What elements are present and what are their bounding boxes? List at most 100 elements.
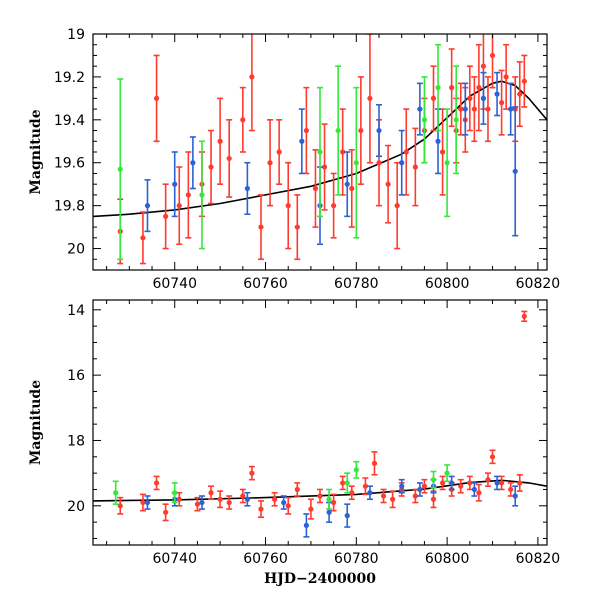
marker (258, 506, 264, 512)
data-point (171, 151, 178, 218)
data-point (294, 482, 301, 497)
marker (430, 95, 437, 101)
data-point (198, 495, 205, 510)
marker (113, 490, 119, 496)
data-point (239, 86, 246, 153)
bottom-panel: 60740 60760 60780 60800 60820 14 16 18 20 Magnit… (28, 299, 560, 587)
marker (144, 499, 151, 506)
data-point (503, 43, 510, 110)
marker (308, 506, 314, 512)
marker (176, 496, 182, 502)
marker (444, 470, 450, 476)
marker (489, 454, 496, 460)
data-point (139, 493, 146, 512)
marker (462, 106, 468, 112)
marker (471, 486, 477, 493)
marker (458, 106, 464, 112)
data-point (326, 488, 333, 510)
marker (326, 496, 332, 502)
marker (353, 160, 359, 166)
marker (226, 499, 232, 506)
data-point (516, 61, 523, 128)
bottom-panel-frame (92, 299, 548, 546)
marker (321, 164, 328, 170)
series-0 (117, 310, 528, 522)
data-point (394, 161, 401, 250)
marker (517, 480, 523, 486)
marker (385, 181, 391, 187)
data-point (176, 166, 183, 246)
marker (489, 52, 496, 59)
data-point (376, 104, 383, 158)
data-point (403, 108, 410, 196)
data-point (344, 472, 351, 494)
marker (294, 486, 300, 493)
marker (217, 138, 223, 144)
data-point (162, 503, 169, 522)
data-point (430, 490, 437, 509)
marker (172, 490, 178, 496)
data-point (444, 108, 451, 218)
data-point (371, 451, 378, 476)
data-point (435, 43, 442, 132)
marker (421, 483, 428, 489)
data-point (280, 495, 287, 510)
data-point (457, 478, 464, 494)
x-tick-label: 60820 (516, 276, 561, 292)
data-point (217, 490, 224, 509)
data-point (285, 161, 292, 250)
data-point (153, 475, 160, 491)
marker (439, 149, 446, 155)
marker (485, 106, 491, 112)
y-tick-label: 19.8 (54, 199, 85, 215)
top-panel: 60740 60760 60780 60800 60820 19 19.2 19.4 19.6 1… (28, 27, 560, 292)
data-point (416, 482, 423, 497)
bottom-panel-xlabel: HJD−2400000 (264, 571, 376, 587)
data-point (448, 48, 455, 128)
marker (367, 490, 373, 496)
data-point (117, 496, 124, 515)
data-point (507, 82, 514, 136)
marker (172, 181, 178, 187)
data-point (153, 54, 160, 143)
marker (521, 78, 527, 84)
marker (508, 486, 514, 493)
data-point (366, 34, 373, 164)
marker (285, 503, 291, 509)
marker (217, 496, 223, 502)
x-tick-label: 60800 (425, 551, 470, 567)
marker (494, 91, 500, 97)
top-panel-ticks: 60740 60760 60780 60800 60820 19 19.2 19.4 19.6 1… (54, 27, 560, 292)
marker (435, 85, 441, 91)
marker (285, 203, 291, 209)
data-point (198, 140, 205, 250)
marker (194, 501, 201, 507)
data-point (430, 470, 437, 489)
data-point (471, 76, 478, 143)
data-point (439, 475, 446, 491)
data-point (307, 498, 314, 520)
marker (449, 480, 455, 486)
bottom-panel-ticks: 60740 60760 60780 60800 60820 14 16 18 20 (67, 300, 560, 567)
data-point (312, 149, 319, 228)
marker (163, 213, 169, 219)
marker (199, 192, 205, 198)
marker (244, 496, 250, 502)
data-point (276, 119, 283, 185)
data-point (466, 65, 473, 132)
data-point (248, 34, 255, 132)
marker (421, 117, 428, 123)
data-point (257, 500, 264, 519)
data-point (453, 65, 460, 175)
marker (317, 493, 323, 499)
data-point (489, 449, 496, 465)
data-point (185, 151, 192, 239)
data-point (271, 491, 278, 507)
data-point (494, 475, 501, 491)
data-point (462, 82, 469, 136)
data-point (162, 183, 169, 250)
marker (208, 490, 214, 496)
data-point (398, 129, 405, 196)
marker (340, 149, 346, 155)
data-point (398, 478, 405, 494)
